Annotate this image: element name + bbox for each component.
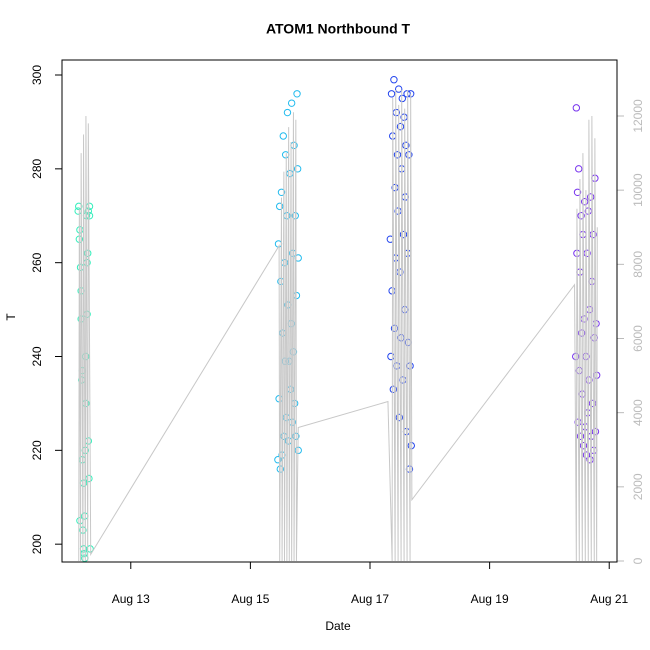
chart-title: ATOM1 Northbound T bbox=[266, 21, 411, 37]
point bbox=[395, 413, 404, 422]
point bbox=[399, 230, 408, 239]
y-tick-label: 200 bbox=[30, 534, 44, 554]
point bbox=[576, 432, 585, 440]
x-tick-label: Aug 19 bbox=[471, 592, 509, 606]
point bbox=[283, 108, 292, 117]
y-tick-label: 240 bbox=[30, 346, 44, 366]
point bbox=[572, 104, 581, 112]
point bbox=[402, 141, 410, 150]
point bbox=[274, 456, 282, 464]
point bbox=[293, 90, 301, 98]
x-tick-label: Aug 13 bbox=[112, 592, 150, 606]
point bbox=[277, 188, 286, 197]
point bbox=[573, 188, 582, 197]
point bbox=[390, 324, 399, 333]
point bbox=[390, 76, 398, 84]
point bbox=[279, 132, 287, 140]
point bbox=[582, 451, 591, 459]
y-tick-label: 300 bbox=[30, 65, 44, 85]
point bbox=[405, 151, 413, 159]
point bbox=[579, 441, 588, 450]
x-tick-label: Aug 15 bbox=[231, 592, 269, 606]
point bbox=[578, 329, 586, 337]
point bbox=[287, 99, 296, 107]
plot-frame bbox=[61, 59, 618, 563]
point bbox=[581, 197, 589, 206]
line-series bbox=[78, 90, 598, 562]
point bbox=[75, 202, 83, 211]
y2-tick-label: 8000 bbox=[631, 251, 645, 278]
point bbox=[389, 385, 398, 394]
y2-tick-label: 2000 bbox=[631, 473, 645, 500]
x-tick-label: Aug 21 bbox=[590, 592, 628, 606]
y2-tick-label: 10000 bbox=[631, 173, 645, 207]
x-tick-label: Aug 17 bbox=[351, 592, 389, 606]
x-axis-title: Date bbox=[325, 619, 351, 633]
point bbox=[577, 212, 585, 220]
y-tick-label: 260 bbox=[30, 252, 44, 272]
y2-tick-label: 12000 bbox=[631, 99, 645, 133]
y2-tick-label: 0 bbox=[631, 557, 645, 564]
point bbox=[591, 427, 600, 436]
point bbox=[86, 545, 94, 553]
point bbox=[396, 122, 405, 131]
y-tick-label: 280 bbox=[30, 159, 44, 179]
point bbox=[393, 151, 402, 159]
point bbox=[586, 193, 595, 201]
point bbox=[398, 94, 406, 103]
y2-tick-label: 6000 bbox=[631, 325, 645, 352]
point bbox=[293, 165, 302, 173]
y-tick-label: 220 bbox=[30, 440, 44, 460]
y2-tick-label: 4000 bbox=[631, 399, 645, 426]
point bbox=[572, 352, 580, 361]
point bbox=[395, 85, 403, 93]
point bbox=[275, 202, 284, 211]
point bbox=[387, 90, 396, 98]
y-axis-title: T bbox=[4, 313, 18, 321]
point bbox=[575, 165, 583, 173]
